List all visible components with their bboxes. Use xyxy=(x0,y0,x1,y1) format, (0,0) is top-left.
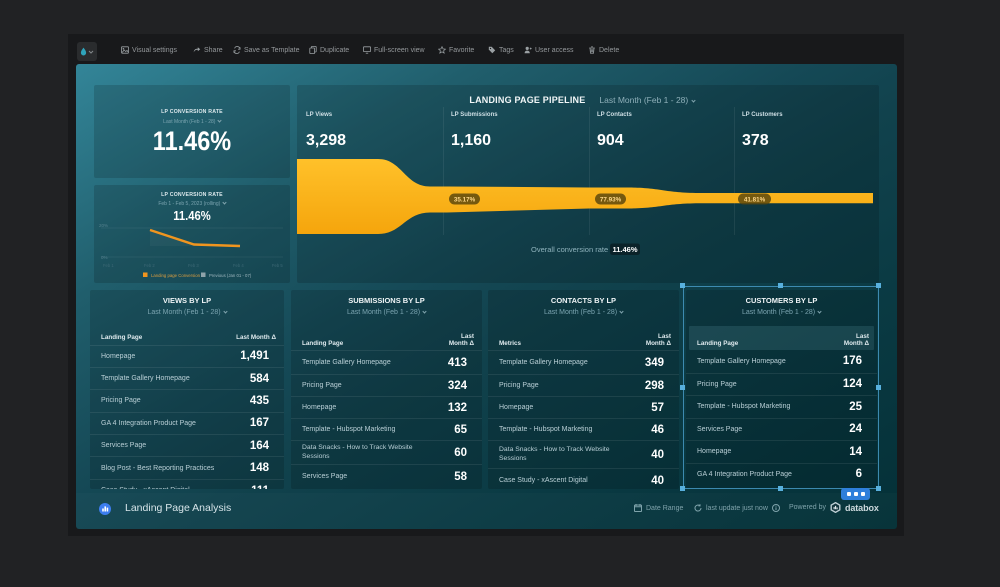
svg-text:11.46%: 11.46% xyxy=(612,245,637,254)
svg-text:1,160: 1,160 xyxy=(451,132,491,149)
svg-text:35.17%: 35.17% xyxy=(454,197,476,204)
svg-text:Feb 5: Feb 5 xyxy=(272,263,283,268)
svg-text:Previous (Jan 01 - 07): Previous (Jan 01 - 07) xyxy=(209,273,252,278)
svg-text:41.81%: 41.81% xyxy=(744,197,766,204)
svg-text:3,298: 3,298 xyxy=(306,132,346,149)
svg-text:LP Submissions: LP Submissions xyxy=(451,112,498,118)
svg-text:Feb 4: Feb 4 xyxy=(233,263,244,268)
svg-text:LP Views: LP Views xyxy=(306,112,333,118)
svg-text:904: 904 xyxy=(597,132,624,149)
svg-text:Landing page Conversion: Landing page Conversion xyxy=(151,273,201,278)
svg-text:77.93%: 77.93% xyxy=(600,197,622,204)
svg-text:0%: 0% xyxy=(101,255,108,260)
svg-text:LP Customers: LP Customers xyxy=(742,112,783,118)
svg-text:Feb 1: Feb 1 xyxy=(103,263,114,268)
svg-text:Feb 2: Feb 2 xyxy=(144,263,155,268)
svg-text:LP Contacts: LP Contacts xyxy=(597,112,633,118)
svg-text:378: 378 xyxy=(742,132,769,149)
svg-text:20%: 20% xyxy=(99,223,108,228)
svg-text:Feb 3: Feb 3 xyxy=(188,263,199,268)
svg-text:Overall conversion rate: Overall conversion rate xyxy=(531,245,608,254)
